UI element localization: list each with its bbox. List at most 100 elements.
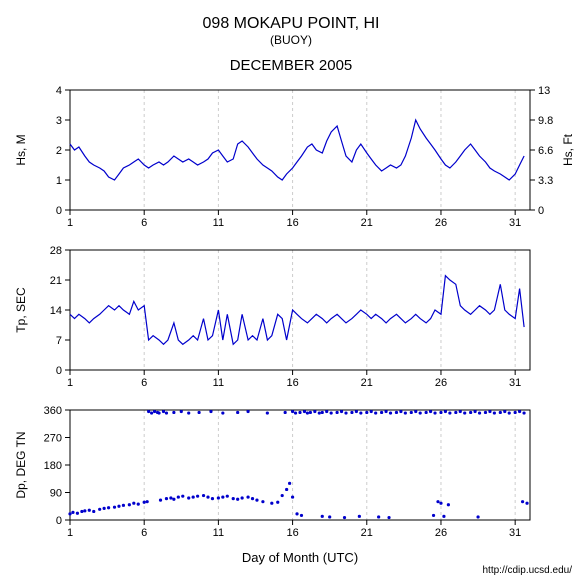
point-dp	[478, 411, 481, 414]
chart-figure: 098 MOKAPU POINT, HI(BUOY)DECEMBER 20050…	[0, 0, 582, 581]
point-dp	[221, 411, 224, 414]
point-dp	[419, 411, 422, 414]
point-dp	[436, 500, 439, 503]
point-dp	[98, 508, 101, 511]
point-dp	[399, 410, 402, 413]
point-dp	[425, 411, 428, 414]
point-dp	[328, 515, 331, 518]
point-dp	[463, 411, 466, 414]
point-dp	[147, 410, 150, 413]
point-dp	[374, 411, 377, 414]
point-dp	[162, 410, 165, 413]
point-dp	[518, 410, 521, 413]
point-dp	[387, 516, 390, 519]
series-tp	[70, 276, 524, 345]
point-dp	[298, 411, 301, 414]
xtick-label: 21	[361, 377, 373, 389]
point-dp	[488, 410, 491, 413]
point-dp	[484, 411, 487, 414]
point-dp	[226, 495, 229, 498]
footer-url: http://cdip.ucsd.edu/	[482, 565, 572, 576]
xtick-label: 11	[213, 377, 224, 389]
point-dp	[321, 411, 324, 414]
point-dp	[261, 500, 264, 503]
point-dp	[76, 512, 79, 515]
point-dp	[469, 411, 472, 414]
point-dp	[246, 495, 249, 498]
point-dp	[335, 411, 338, 414]
point-dp	[503, 410, 506, 413]
ytick-label: 90	[50, 488, 62, 500]
ytick-label-r: 9.8	[538, 115, 553, 127]
ytick-label-r: 0	[538, 205, 544, 217]
point-dp	[202, 494, 205, 497]
point-dp	[303, 410, 306, 413]
point-dp	[432, 514, 435, 517]
point-dp	[433, 411, 436, 414]
point-dp	[236, 498, 239, 501]
point-dp	[117, 505, 120, 508]
point-dp	[306, 411, 309, 414]
point-dp	[318, 411, 321, 414]
ylabel-left: Hs, M	[14, 134, 28, 165]
point-dp	[270, 502, 273, 505]
point-dp	[521, 500, 524, 503]
point-dp	[442, 515, 445, 518]
month-title: DECEMBER 2005	[230, 57, 353, 74]
xtick-label: 26	[435, 377, 447, 389]
point-dp	[359, 411, 362, 414]
ytick-label: 1	[56, 175, 62, 187]
point-dp	[169, 496, 172, 499]
point-dp	[389, 411, 392, 414]
xtick-label: 1	[67, 217, 73, 229]
point-dp	[180, 410, 183, 413]
point-dp	[321, 515, 324, 518]
point-dp	[197, 411, 200, 414]
ytick-label: 4	[56, 85, 62, 97]
ylabel-right: Hs, Ft	[561, 133, 575, 166]
point-dp	[377, 515, 380, 518]
point-dp	[192, 495, 195, 498]
point-dp	[448, 411, 451, 414]
page-subtitle: (BUOY)	[270, 33, 312, 47]
point-dp	[103, 507, 106, 510]
point-dp	[365, 411, 368, 414]
point-dp	[232, 497, 235, 500]
ytick-label-r: 13	[538, 85, 550, 97]
point-dp	[284, 411, 287, 414]
xlabel: Day of Month (UTC)	[242, 550, 358, 565]
point-dp	[508, 411, 511, 414]
point-dp	[209, 410, 212, 413]
xtick-label: 21	[361, 527, 373, 539]
point-dp	[251, 497, 254, 500]
ytick-label: 0	[56, 515, 62, 527]
point-dp	[454, 411, 457, 414]
ytick-label: 7	[56, 335, 62, 347]
ytick-label: 180	[44, 460, 62, 472]
ylabel-left: Dp, DEG TN	[14, 431, 28, 498]
ytick-label-r: 6.6	[538, 145, 553, 157]
point-dp	[187, 496, 190, 499]
xtick-label: 11	[213, 217, 224, 229]
ytick-label: 0	[56, 365, 62, 377]
xtick-label: 21	[361, 217, 373, 229]
xtick-label: 26	[435, 217, 447, 229]
point-dp	[447, 503, 450, 506]
point-dp	[285, 488, 288, 491]
point-dp	[343, 516, 346, 519]
point-dp	[309, 411, 312, 414]
xtick-label: 6	[141, 377, 147, 389]
ytick-label: 360	[44, 405, 62, 417]
point-dp	[395, 411, 398, 414]
point-dp	[196, 495, 199, 498]
point-dp	[165, 497, 168, 500]
point-dp	[358, 515, 361, 518]
point-dp	[355, 410, 358, 413]
point-dp	[410, 411, 413, 414]
point-dp	[153, 410, 156, 413]
point-dp	[122, 504, 125, 507]
point-dp	[241, 496, 244, 499]
point-dp	[107, 506, 110, 509]
point-dp	[522, 411, 525, 414]
point-dp	[80, 510, 83, 513]
